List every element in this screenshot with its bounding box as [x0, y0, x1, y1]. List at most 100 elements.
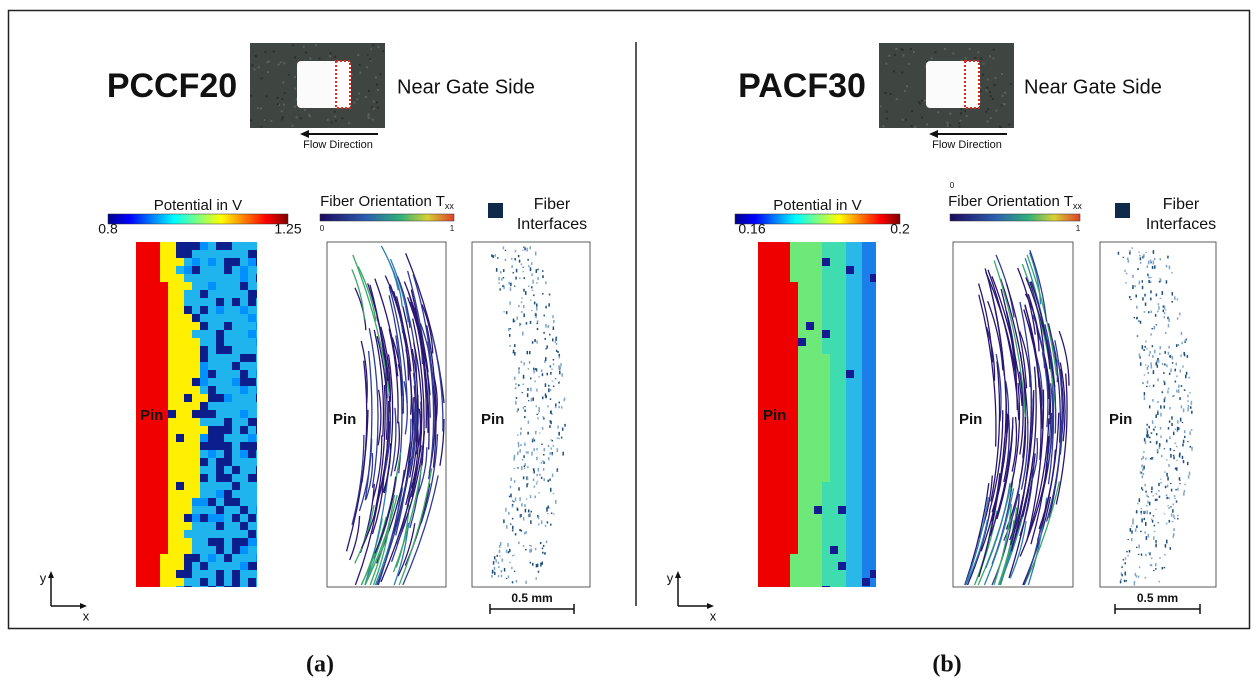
interface-dot [548, 507, 551, 509]
interface-dot [1171, 292, 1174, 296]
potential-cell [806, 298, 814, 306]
fiber [411, 373, 418, 466]
interface-dot [523, 246, 525, 248]
potential-cell [200, 482, 208, 490]
potential-cell [240, 562, 248, 570]
interface-dot [530, 262, 533, 265]
potential-cell [144, 298, 152, 306]
interface-dot [500, 569, 503, 573]
interface-dot [1164, 363, 1166, 366]
potential-cell [240, 322, 248, 330]
potential-cell [208, 586, 216, 587]
potential-cell [766, 538, 774, 546]
potential-cell [168, 498, 176, 506]
potential-cell [790, 578, 798, 586]
potential-cell [176, 458, 184, 466]
potential-cell [862, 306, 870, 314]
potential-cell [782, 426, 790, 434]
interface-dot [502, 269, 505, 272]
potential-cell [216, 578, 224, 586]
interface-dot [554, 341, 557, 344]
interface-dot [541, 396, 544, 400]
interface-dot [510, 257, 513, 260]
fiber [380, 445, 422, 583]
potential-cell [774, 434, 782, 442]
interface-dot [534, 251, 537, 256]
potential-cell [822, 418, 830, 426]
interface-dot [527, 400, 530, 402]
photo-speckle [253, 68, 256, 71]
interface-dot [517, 443, 520, 448]
potential-cell [798, 426, 806, 434]
potential-cell [798, 282, 806, 290]
interface-dot [1155, 414, 1157, 418]
interface-dot [1140, 553, 1143, 556]
potential-cell [822, 554, 830, 562]
potential-cell [782, 522, 790, 530]
potential-cell [790, 362, 798, 370]
interface-dot [1152, 570, 1155, 572]
interface-dot [1160, 481, 1162, 484]
potential-cell [176, 330, 184, 338]
potential-cell [846, 386, 854, 394]
interface-dot [1138, 251, 1140, 253]
potential-cell [822, 530, 830, 538]
potential-cell [240, 330, 248, 338]
potential-cell [160, 570, 168, 578]
potential-cell [774, 394, 782, 402]
interface-dot [1191, 446, 1193, 451]
interface-dot [1179, 483, 1181, 485]
photo-speckle [376, 106, 379, 109]
interface-dot [546, 507, 548, 510]
potential-cell [870, 506, 876, 514]
potential-cell [184, 490, 192, 498]
interface-dot [558, 365, 560, 370]
potential-cell [798, 370, 806, 378]
photo-speckle [266, 61, 269, 64]
interface-dot [1156, 448, 1159, 453]
interface-dot [1135, 546, 1138, 548]
potential-cell [862, 586, 870, 587]
potential-cell [790, 314, 798, 322]
potential-cell [192, 442, 200, 450]
fiber [1018, 371, 1024, 455]
potential-cell [152, 250, 160, 258]
potential-cell [782, 498, 790, 506]
photo-speckle [293, 76, 296, 79]
photo-speckle [1003, 103, 1006, 106]
photo-speckle [264, 50, 267, 53]
potential-cell [160, 354, 168, 362]
interface-dot [521, 503, 523, 507]
potential-cell [854, 362, 862, 370]
potential-cell [184, 290, 192, 298]
potential-cell [846, 258, 854, 266]
potential-cell [766, 410, 774, 418]
interface-dot [511, 517, 514, 520]
potential-cell [168, 298, 176, 306]
potential-cell [248, 426, 256, 434]
potential-cell [152, 386, 160, 394]
potential-cell [232, 378, 240, 386]
interface-dot [542, 275, 544, 279]
potential-cell [854, 378, 862, 386]
potential-cell [870, 346, 876, 354]
interface-dot [547, 405, 549, 408]
potential-cell [822, 482, 830, 490]
interface-dot [533, 367, 535, 371]
interface-dot [509, 301, 511, 305]
interface-dot [513, 320, 516, 322]
interface-dot [1139, 320, 1142, 324]
potential-cell [256, 506, 257, 514]
interface-dot [529, 267, 532, 272]
interface-dot [1141, 489, 1144, 491]
potential-cell [216, 490, 224, 498]
interface-dot [561, 427, 564, 431]
interface-dot [1157, 359, 1160, 363]
interface-dot [1136, 305, 1138, 309]
interface-dot [535, 482, 538, 485]
potential-cell [176, 386, 184, 394]
interface-dot [1171, 300, 1173, 303]
potential-max: 0.2 [890, 221, 910, 237]
potential-cell [256, 322, 257, 330]
interface-dot [546, 521, 549, 524]
